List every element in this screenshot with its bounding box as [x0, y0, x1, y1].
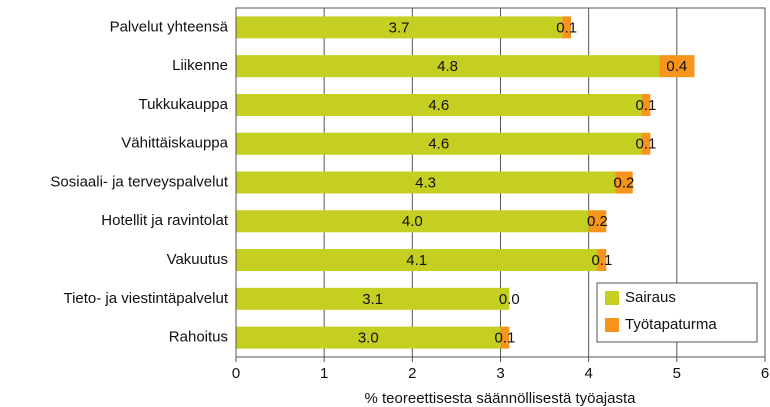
x-tick-label: 5	[673, 365, 681, 382]
plot-frame	[235, 7, 766, 358]
y-tick-label: Liikenne	[172, 57, 228, 74]
data-label: 3.1	[362, 291, 383, 308]
data-label: 0.1	[494, 330, 515, 347]
y-tick-label: Rahoitus	[169, 329, 228, 346]
bar-segment	[236, 16, 563, 39]
bar-segment	[615, 171, 633, 194]
y-tick-label: Vähittäiskauppa	[121, 135, 228, 152]
bar-segment	[236, 326, 501, 349]
legend-label: Sairaus	[625, 289, 676, 306]
data-label: 4.3	[415, 174, 436, 191]
y-tick-label: Vakuutus	[167, 251, 228, 268]
bar-segment	[236, 55, 660, 78]
data-label: 0.1	[591, 252, 612, 269]
bar-segment	[562, 16, 572, 39]
bar-segment	[597, 249, 607, 272]
data-label: 0.4	[666, 58, 687, 75]
data-label: 0.1	[636, 136, 657, 153]
x-tick-label: 2	[408, 365, 416, 382]
x-tick-label: 1	[320, 365, 328, 382]
data-label: 0.1	[556, 19, 577, 36]
bar-segment	[236, 210, 589, 233]
x-axis-label: % teoreettisesta säännöllisestä työajast…	[365, 390, 637, 407]
data-label: 0.0	[499, 291, 520, 308]
x-tick-label: 6	[761, 365, 769, 382]
x-tick-label: 3	[496, 365, 504, 382]
bar-segment	[588, 210, 607, 233]
bar-segment	[236, 249, 598, 272]
data-label: 4.1	[406, 252, 427, 269]
x-tick-label: 0	[232, 365, 240, 382]
data-label: 4.0	[402, 213, 423, 230]
y-tick-label: Sosiaali- ja terveyspalvelut	[50, 173, 228, 190]
bar-segment	[236, 93, 642, 116]
bar-segment	[236, 287, 510, 310]
data-label: 0.2	[587, 213, 608, 230]
data-label: 3.0	[358, 330, 379, 347]
legend-swatch	[605, 318, 619, 332]
legend-box	[596, 282, 758, 343]
bar-segment	[236, 132, 642, 155]
y-tick-label: Hotellit ja ravintolat	[101, 212, 229, 229]
data-label: 0.1	[636, 97, 657, 114]
data-label: 4.8	[437, 58, 458, 75]
data-label: 4.6	[428, 97, 449, 114]
x-tick-label: 4	[584, 365, 592, 382]
bar-segment	[236, 171, 616, 194]
data-label: 3.7	[389, 19, 410, 36]
data-label: 0.2	[614, 174, 635, 191]
bar-segment	[641, 93, 651, 116]
legend-label: Työtapaturma	[625, 316, 717, 333]
bar-segment	[500, 326, 510, 349]
legend-swatch	[605, 291, 619, 305]
bar-segment	[659, 55, 695, 78]
bar-segment	[641, 132, 651, 155]
y-tick-label: Palvelut yhteensä	[110, 18, 229, 35]
y-tick-label: Tieto- ja viestintäpalvelut	[63, 290, 228, 307]
y-tick-label: Tukkukauppa	[138, 96, 228, 113]
data-label: 4.6	[428, 136, 449, 153]
